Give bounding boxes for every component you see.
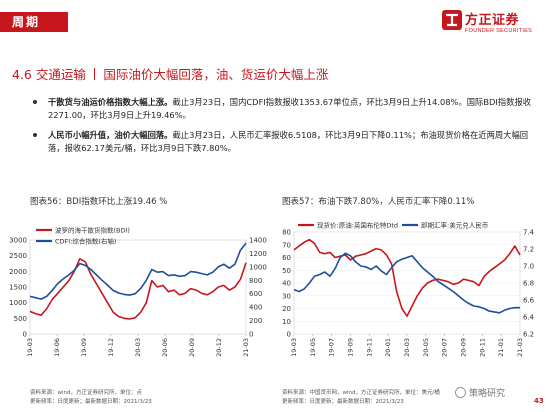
bullet-item: 干散货与油运价格指数大幅上涨。截止3月23日，国内CDFI指数报收1353.67… <box>30 96 535 122</box>
brent-usdcny-chart: 0 10 20 30 40 50 60 70 80 6.2 6.4 6.6 6.8 7.0 7.2 7.4 19… <box>282 221 535 357</box>
right-axis-tick-label: 7.4 <box>523 229 535 237</box>
right-axis-tick-label: 1400 <box>249 237 267 245</box>
series-line-2 <box>29 242 247 300</box>
left-axis-tick-label: 2500 <box>9 252 27 260</box>
section-title: 4.6 交通运输 国际油价大幅回落，油、货运价大幅上涨 <box>12 64 328 83</box>
series-line-1 <box>29 257 247 320</box>
x-tick-label: 19-09 <box>80 338 88 357</box>
bullet-text: 截止3月23日，人民币汇率报收6.5108，环比3月9日下降0.11%；布油现货… <box>48 130 529 153</box>
right-axis-tick-label: 400 <box>249 304 262 312</box>
legend-label: CDFI:综合指数(右轴) <box>55 237 116 246</box>
source-line: 更新频率：日度更新；最新数据日期：2021/3/23 <box>282 399 404 405</box>
section-number-title: 4.6 交通运输 <box>12 67 86 82</box>
x-tick-label: 19-06 <box>53 338 61 357</box>
logo-en-text: FOUNDER SECURITIES <box>465 28 533 34</box>
x-tick-label: 19-07 <box>328 338 336 357</box>
logo-cn-text: 方正证券 <box>465 13 520 28</box>
source-line: 资料来源：中国货币网，wind，方正证券研究所，单位：美元/桶 <box>282 390 440 396</box>
left-axis-tick-label: 500 <box>14 315 27 323</box>
left-axis-tick-label: 10 <box>282 318 291 326</box>
left-axis-tick-label: 50 <box>282 267 291 275</box>
right-axis-tick-label: 7.2 <box>523 246 534 254</box>
right-axis-tick-label: 6.6 <box>523 297 535 305</box>
series-line-1 <box>293 238 521 317</box>
x-tick-label: 20-01 <box>384 338 392 357</box>
right-axis-tick-label: 6.8 <box>523 280 534 288</box>
source-note-right: 资料来源：中国货币网，wind，方正证券研究所，单位：美元/桶 更新频率：日度更… <box>282 389 440 407</box>
legend-label: 即期汇率:美元兑人民币 <box>421 221 488 230</box>
x-tick-label: 21-01 <box>497 338 505 357</box>
x-tick-label: 20-03 <box>403 338 411 357</box>
x-tick-label: 20-09 <box>188 338 196 357</box>
source-note-left: 资料来源：wind，方正证券研究所，单位：点 更新频率：日度更新；最新数据日期：… <box>30 389 152 407</box>
left-axis-tick-label: 80 <box>282 229 291 237</box>
x-tick-label: 20-12 <box>215 338 223 357</box>
page-number: 43 <box>534 397 544 405</box>
wechat-watermark: 策略研究 <box>455 386 505 399</box>
bullet-list: 干散货与油运价格指数大幅上涨。截止3月23日，国内CDFI指数报收1353.67… <box>30 96 535 162</box>
left-axis-tick-label: 3000 <box>9 237 27 245</box>
right-axis-tick-label: 1000 <box>249 263 267 271</box>
source-line: 资料来源：wind，方正证券研究所，单位：点 <box>30 390 143 396</box>
series-line-2 <box>293 252 520 314</box>
x-tick-label: 19-09 <box>347 338 355 357</box>
left-axis-tick-label: 2000 <box>9 268 27 276</box>
bullet-bold: 人民币小幅升值，油价大幅回落。 <box>48 130 173 140</box>
founder-logo: 方正证券 FOUNDER SECURITIES <box>442 8 542 38</box>
x-tick-label: 20-07 <box>441 338 449 357</box>
watermark-text: 策略研究 <box>469 389 506 399</box>
x-tick-label: 20-09 <box>460 338 468 357</box>
x-tick-label: 21-03 <box>516 338 524 357</box>
bullet-bold: 干散货与油运价格指数大幅上涨。 <box>48 97 173 107</box>
x-tick-label: 20-06 <box>161 338 169 357</box>
bullet-text: 截止3月23日，国内CDFI指数报收1353.67单位点，环比3月9日上升14.… <box>48 97 532 120</box>
header-bar: 周期 方正证券 FOUNDER SECURITIES <box>0 0 550 42</box>
left-axis-tick-label: 60 <box>282 254 291 262</box>
bdi-cdfi-chart: 0 500 1000 1500 2000 2500 3000 0 200 400 600 800 100… <box>9 226 267 357</box>
bullet-item: 人民币小幅升值，油价大幅回落。截止3月23日，人民币汇率报收6.5108，环比3… <box>30 129 535 155</box>
x-tick-label: 19-03 <box>26 338 34 357</box>
legend-label: 现货价:原油:英国布伦特Dtd <box>317 221 398 230</box>
right-axis-tick-label: 600 <box>249 290 262 298</box>
left-axis-tick-label: 0 <box>23 331 27 339</box>
right-axis-tick-label: 1200 <box>249 250 267 258</box>
right-axis-tick-label: 0 <box>249 331 253 339</box>
left-axis-tick-label: 0 <box>287 331 291 339</box>
left-axis-tick-label: 1500 <box>9 284 27 292</box>
right-axis-tick-label: 6.2 <box>523 331 534 339</box>
chart-caption-right: 图表57：布油下跌7.80%，人民币汇率下降0.11% <box>282 197 475 207</box>
section-tab: 周期 <box>0 12 68 32</box>
left-axis-tick-label: 1000 <box>9 299 27 307</box>
x-tick-label: 19-05 <box>309 338 317 357</box>
x-tick-label: 21-03 <box>242 338 250 357</box>
founder-logo-icon <box>442 10 462 30</box>
x-tick-label: 20-11 <box>478 338 486 357</box>
right-axis-tick-label: 200 <box>249 317 262 325</box>
wechat-icon <box>455 387 466 398</box>
right-axis-tick-label: 7.0 <box>523 263 534 271</box>
title-separator <box>93 68 96 80</box>
left-axis-tick-label: 30 <box>282 292 291 300</box>
right-axis-tick-label: 800 <box>249 277 262 285</box>
right-axis-tick-label: 6.4 <box>523 314 535 322</box>
x-tick-label: 20-03 <box>134 338 142 357</box>
left-axis-tick-label: 40 <box>282 280 291 288</box>
legend-label: 波罗的海干散货指数(BDI) <box>55 226 130 235</box>
chart-caption-left: 图表56：BDI指数环比上涨19.46 % <box>30 197 168 207</box>
left-axis-tick-label: 70 <box>282 241 291 249</box>
x-tick-label: 20-05 <box>422 338 430 357</box>
x-tick-label: 19-03 <box>290 338 298 357</box>
x-tick-label: 19-12 <box>107 338 115 357</box>
left-axis-tick-label: 20 <box>282 305 291 313</box>
source-line: 更新频率：日度更新；最新数据日期：2021/3/23 <box>30 399 152 405</box>
section-subtitle: 国际油价大幅回落，油、货运价大幅上涨 <box>103 67 329 82</box>
x-tick-label: 19-11 <box>365 338 373 357</box>
